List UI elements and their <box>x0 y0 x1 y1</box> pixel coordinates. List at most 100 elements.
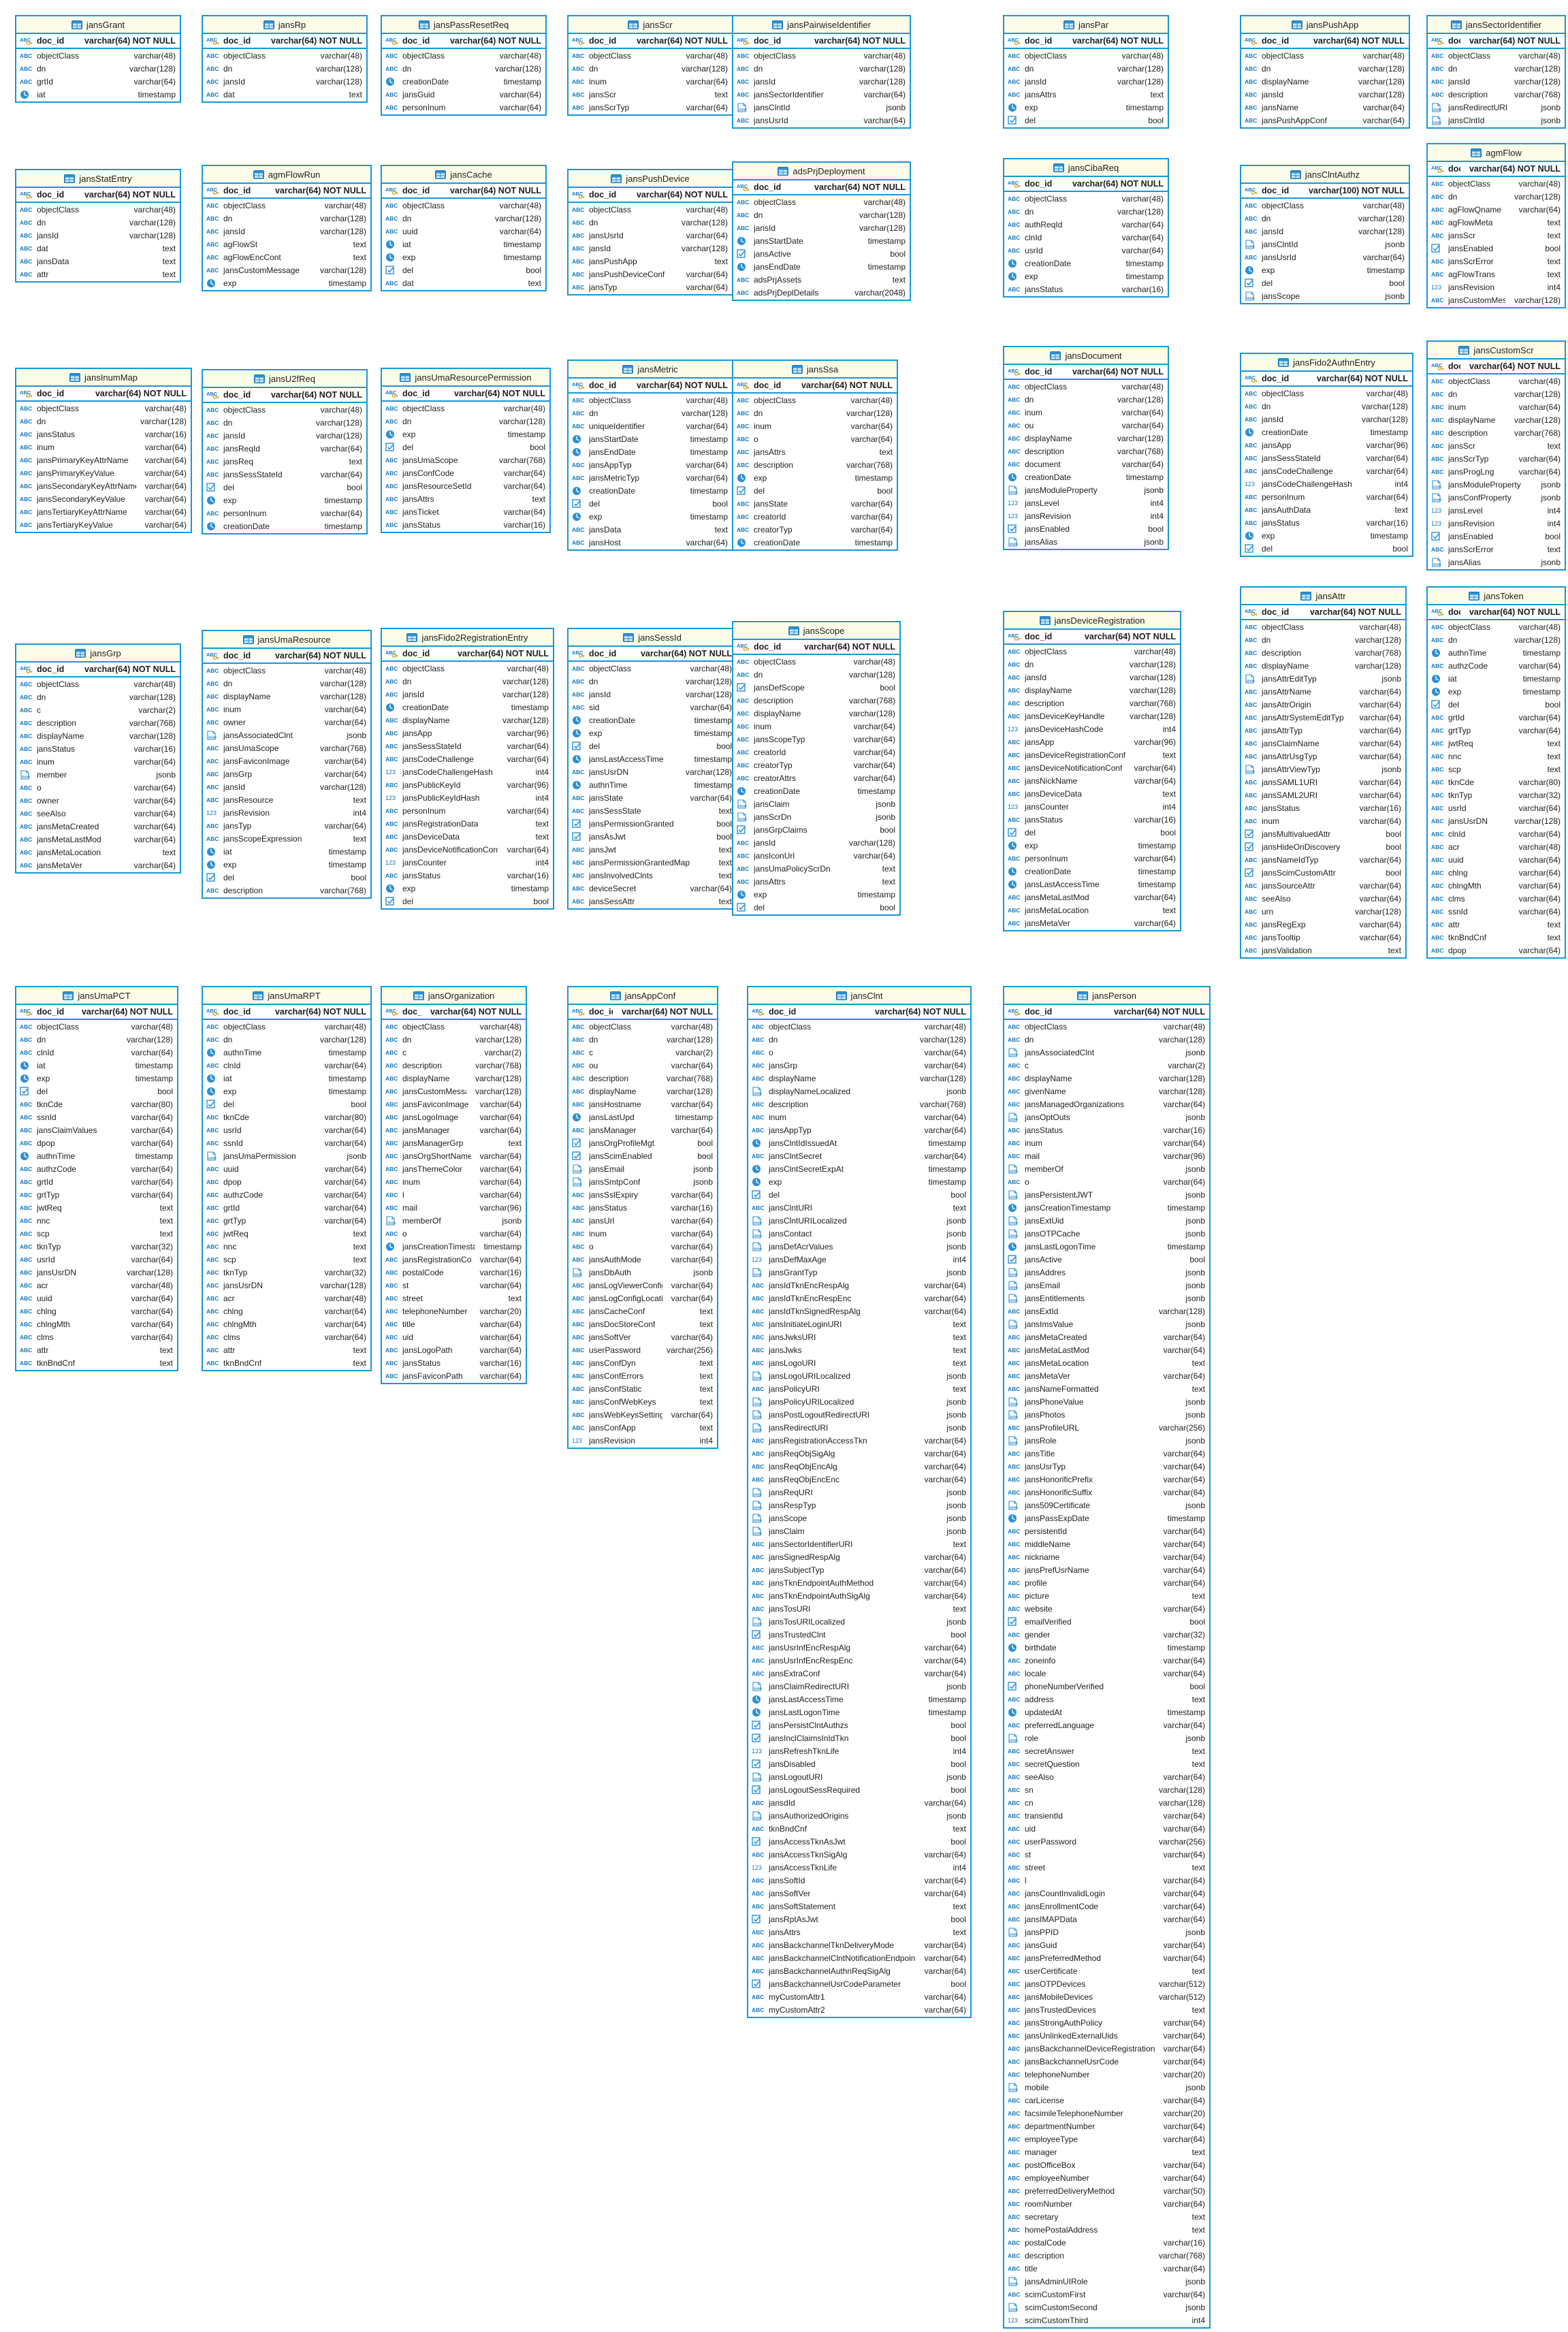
column-row[interactable]: ABC objectClass varchar(48) <box>382 49 545 62</box>
column-row[interactable]: JSON jansRole jsonb <box>1004 1434 1209 1447</box>
column-row[interactable]: JSON jansRedirectURI jsonb <box>748 1421 970 1434</box>
column-row[interactable]: ABC chlng varchar(64) <box>16 1305 177 1317</box>
column-row[interactable]: ABC jansGrp varchar(64) <box>748 1059 970 1072</box>
column-row[interactable]: ABC jansOTPDevices varchar(512) <box>1004 1977 1209 1990</box>
column-row[interactable]: ABC jansId varchar(128) <box>1004 75 1168 88</box>
column-row[interactable]: ABC clms varchar(64) <box>203 1330 370 1343</box>
column-row[interactable]: ABC inum varchar(64) <box>569 75 732 88</box>
column-row[interactable]: jansPersistClntAuthzs bool <box>748 1719 970 1731</box>
column-row[interactable]: creationDate timestamp <box>1004 865 1180 878</box>
column-row[interactable]: ABC street text <box>382 1292 526 1305</box>
table-header[interactable]: jansRp <box>203 16 366 34</box>
column-row[interactable]: del bool <box>1241 542 1412 555</box>
column-row[interactable]: exp timestamp <box>1004 101 1168 114</box>
column-row[interactable]: ABC jansTitle varchar(64) <box>1004 1447 1209 1460</box>
column-row[interactable]: jansStartDate timestamp <box>733 234 910 247</box>
column-row[interactable]: ABC jansTyp varchar(64) <box>203 819 370 832</box>
column-row[interactable]: JSON mobile jsonb <box>1004 2081 1209 2094</box>
column-row[interactable]: JSON jansClntId jsonb <box>733 101 910 114</box>
column-row[interactable]: ABC ou varchar(64) <box>569 1059 717 1072</box>
column-row[interactable]: ABC jansId varchar(128) <box>1241 413 1412 426</box>
column-row[interactable]: ABC jansScrError text <box>1428 543 1565 556</box>
column-row[interactable]: ABC dn varchar(128) <box>16 415 191 428</box>
column-row[interactable]: ABC dn varchar(128) <box>16 62 180 75</box>
column-row[interactable]: JSON jansClaim jsonb <box>733 797 899 810</box>
column-row[interactable]: JSON jansPolicyURILocalized jsonb <box>748 1395 970 1408</box>
column-row[interactable]: jansPassExpDate timestamp <box>1004 1512 1209 1524</box>
column-row[interactable]: ABC jansDeviceRegistrationConf text <box>1004 748 1180 761</box>
column-row[interactable]: ABC jansBackchannelTknDeliveryMode varchar… <box>748 1938 970 1951</box>
column-row[interactable]: ABC objectClass varchar(48) <box>569 203 732 216</box>
column-row[interactable]: ABC agFlowSt text <box>203 238 370 251</box>
column-row[interactable]: 123 jansRevision int4 <box>1004 509 1168 522</box>
column-row[interactable]: ABC jansEnrollmentCode varchar(64) <box>1004 1900 1209 1913</box>
column-row[interactable]: ABC jansStatus varchar(16) <box>1004 1123 1209 1136</box>
column-row[interactable]: 123 jansDefMaxAge int4 <box>748 1253 970 1266</box>
column-row[interactable]: ABC postalCode varchar(16) <box>382 1266 526 1279</box>
column-row[interactable]: ABC agFlowQname varchar(64) <box>1428 203 1565 216</box>
column-row[interactable]: ABC dpop varchar(64) <box>16 1136 177 1149</box>
column-row[interactable]: ABC dn varchar(128) <box>16 216 180 229</box>
column-row[interactable]: ABC jansLogViewerConfig varchar(64) <box>569 1279 717 1292</box>
column-row[interactable]: ABC attr text <box>16 268 180 281</box>
column-row[interactable]: exp timestamp <box>733 471 897 484</box>
column-row[interactable]: ABC clms varchar(64) <box>16 1330 177 1343</box>
column-row[interactable]: ABC displayName varchar(128) <box>203 690 370 703</box>
column-row[interactable]: jansInclClaimsInIdTkn bool <box>748 1731 970 1744</box>
column-row[interactable]: ABC objectClass varchar(48) <box>1241 620 1405 633</box>
column-row[interactable]: ABC jansUsrId varchar(64) <box>733 114 910 127</box>
column-row[interactable]: ABC jansSessState text <box>569 804 736 817</box>
column-row[interactable]: exp timestamp <box>382 428 549 441</box>
column-row[interactable]: ABC jansResourceSetId varchar(64) <box>382 479 549 492</box>
column-row[interactable]: ABC jansMetaLastMod varchar(64) <box>1004 1343 1209 1356</box>
column-row[interactable]: ABC grtTyp varchar(64) <box>1428 724 1565 737</box>
column-row[interactable]: JSON jansScrDn jsonb <box>733 810 899 823</box>
column-row[interactable]: ABC myCustomAttr1 varchar(64) <box>748 1990 970 2003</box>
column-row[interactable]: 123 jansRevision int4 <box>203 806 370 819</box>
column-row[interactable]: del bool <box>203 1098 370 1111</box>
column-row[interactable]: ABC jwtReq text <box>203 1227 370 1240</box>
column-row[interactable]: jansMultivaluedAttr bool <box>1241 827 1405 840</box>
column-row[interactable]: ABC dn varchar(128) <box>569 406 732 419</box>
column-row[interactable]: ABC jansUsrTyp varchar(64) <box>1004 1460 1209 1473</box>
column-row[interactable]: ABC title varchar(64) <box>1004 2262 1209 2275</box>
column-row[interactable]: iat timestamp <box>203 845 370 858</box>
column-row[interactable]: JSON jansOptOuts jsonb <box>1004 1111 1209 1123</box>
column-row[interactable]: ABC st varchar(64) <box>382 1279 526 1292</box>
column-row[interactable]: ABC uuid varchar(64) <box>203 1162 370 1175</box>
table-node-jansPerson[interactable]: jansPerson ABC doc_id varchar(64) NOT NULL A… <box>1003 986 1211 2329</box>
column-row[interactable]: ABC displayName varchar(128) <box>1241 659 1405 672</box>
column-row[interactable]: JSON jansAssociatedClnt jsonb <box>1004 1046 1209 1059</box>
column-row[interactable]: JSON jansEmail jsonb <box>569 1162 717 1175</box>
column-row[interactable]: ABC jansCodeChallenge varchar(64) <box>382 752 553 765</box>
column-row[interactable]: ABC tknBndCnf text <box>203 1356 370 1369</box>
column-row[interactable]: ABC jansUrl varchar(64) <box>569 1214 717 1227</box>
column-row[interactable]: ABC jansUsrDN varchar(128) <box>1428 814 1565 827</box>
table-node-jansGrant[interactable]: jansGrant ABC doc_id varchar(64) NOT NULL AB… <box>15 15 181 103</box>
column-row[interactable]: ABC jansUsrInfEncRespAlg varchar(64) <box>748 1641 970 1654</box>
column-row[interactable]: ABC jansUsrDN varchar(128) <box>203 1279 370 1292</box>
column-row[interactable]: ABC jansUnlinkedExternalUids varchar(64) <box>1004 2029 1209 2042</box>
table-node-jansPassResetReq[interactable]: jansPassResetReq ABC doc_id varchar(64) NOT… <box>381 15 547 116</box>
column-row[interactable]: JSON memberOf jsonb <box>382 1214 526 1227</box>
column-row[interactable]: ABC persistentId varchar(64) <box>1004 1524 1209 1537</box>
column-row[interactable]: ABC jansThemeColor varchar(64) <box>382 1162 526 1175</box>
table-node-jansUmaPCT[interactable]: jansUmaPCT ABC doc_id varchar(64) NOT NULL A… <box>15 986 178 1371</box>
column-row[interactable]: 123 jansCodeChallengeHash int4 <box>382 765 553 778</box>
column-row[interactable]: JSON jansLogoutURI jsonb <box>748 1770 970 1783</box>
column-row[interactable]: ABC jansPushDeviceConf varchar(64) <box>569 268 732 281</box>
column-row[interactable]: ABC jansId varchar(128) <box>733 75 910 88</box>
column-row[interactable]: ABC jansPrefUsrName varchar(64) <box>1004 1563 1209 1576</box>
column-row[interactable]: ABC jansMetaLocation text <box>1004 904 1180 916</box>
column-row[interactable]: ABC description varchar(768) <box>1241 646 1405 659</box>
column-row[interactable]: ABC jansReqId varchar(64) <box>203 442 366 455</box>
column-row[interactable]: ABC displayName varchar(128) <box>748 1072 970 1085</box>
column-row[interactable]: ABC uniqueIdentifier varchar(64) <box>569 419 732 432</box>
column-row[interactable]: ABC ssnId varchar(64) <box>16 1111 177 1123</box>
column-row[interactable]: ABC inum varchar(64) <box>1004 1136 1209 1149</box>
column-row[interactable]: ABC uid varchar(64) <box>382 1330 526 1343</box>
